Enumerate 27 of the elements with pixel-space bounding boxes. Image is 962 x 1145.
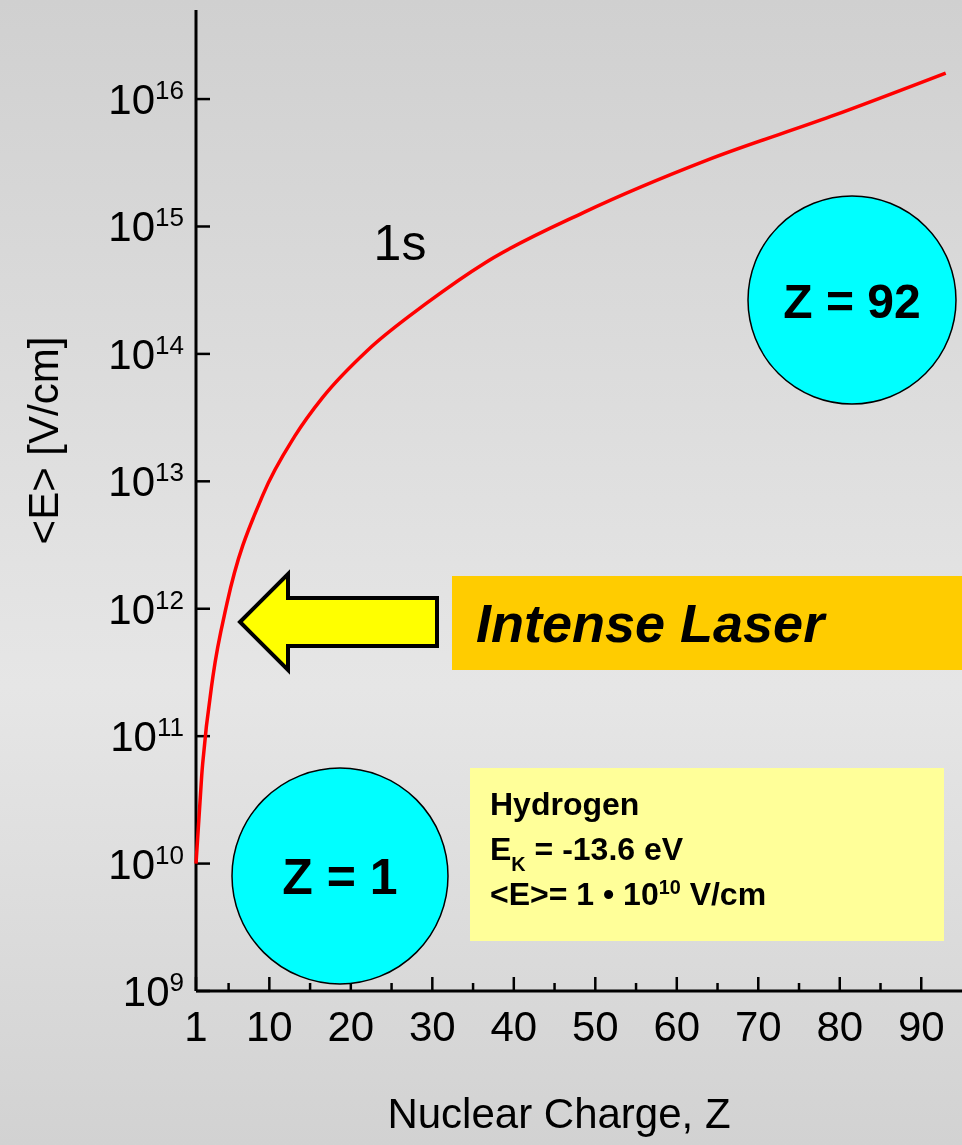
annotation: <E>= 1 • 10$^{10}$ V/cm [490, 876, 767, 912]
annotation: 1s [373, 215, 427, 271]
x-tick-label: 40 [490, 1003, 538, 1050]
y-tick-label: 10$^{14}$ [108, 329, 184, 378]
annotation: E$_{K}$ = -13.6 eV [490, 831, 684, 875]
x-tick-label: 10 [245, 1003, 293, 1050]
y-tick-label: 10$^{12}$ [108, 584, 184, 633]
y-tick-label: 10$^{9}$ [122, 967, 184, 1015]
x-tick-label: 30 [408, 1003, 456, 1050]
annotation: Intense Laser [476, 593, 828, 653]
annotation: Z = 92 [783, 275, 921, 328]
x-tick-label: 80 [816, 1003, 864, 1050]
x-tick-label: 20 [327, 1003, 375, 1050]
annotation: Z = 1 [282, 849, 398, 905]
annotation: Hydrogen [490, 786, 640, 822]
y-tick-label: 10$^{13}$ [108, 457, 184, 506]
y-axis-title: <E> [V/cm] [20, 336, 67, 545]
y-tick-label: 10$^{15}$ [108, 202, 184, 251]
x-axis-title: Nuclear Charge, Z [387, 1090, 731, 1137]
y-tick-label: 10$^{16}$ [108, 75, 184, 124]
x-tick-label: 90 [897, 1003, 945, 1050]
x-tick-label: 1 [184, 1003, 208, 1050]
y-tick-label: 10$^{10}$ [108, 839, 184, 888]
y-tick-label: 10$^{11}$ [110, 712, 184, 761]
x-tick-label: 60 [653, 1003, 701, 1050]
x-tick-label: 50 [571, 1003, 619, 1050]
x-tick-label: 70 [734, 1003, 782, 1050]
